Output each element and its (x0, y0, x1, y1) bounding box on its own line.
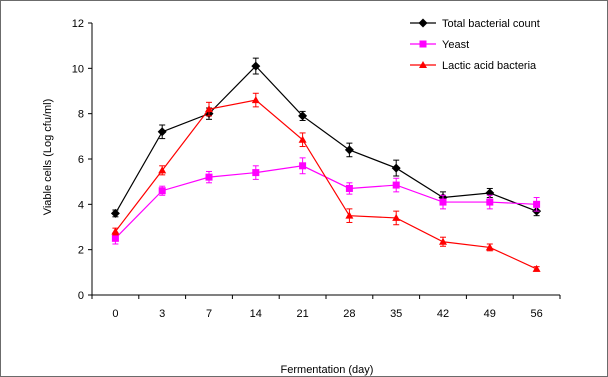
data-point (392, 213, 401, 221)
data-point (205, 173, 213, 181)
data-point (392, 181, 400, 189)
axes: 0 2 4 6 8 10 12 0 3 7 14 21 28 35 42 49 56 (72, 18, 561, 320)
y-tick-label: 8 (78, 109, 84, 121)
data-point (111, 234, 119, 242)
x-axis-label: Fermentation (day) (281, 364, 374, 376)
data-point (252, 169, 260, 177)
y-tick-label: 2 (78, 245, 84, 257)
data-point (158, 166, 167, 174)
series-layer (110, 57, 542, 272)
x-tick-label: 21 (296, 308, 308, 320)
y-tick-label: 12 (72, 18, 84, 30)
data-point (110, 208, 120, 218)
data-point (205, 105, 213, 113)
x-tick-label: 42 (437, 308, 449, 320)
data-point (439, 198, 447, 206)
x-tick-label: 7 (206, 308, 212, 320)
legend-label: Lactic acid bacteria (442, 60, 537, 72)
data-point (251, 96, 260, 104)
data-point (345, 184, 353, 192)
data-point (157, 127, 167, 137)
data-point (439, 237, 447, 245)
data-point (158, 187, 166, 195)
legend-entry: Lactic acid bacteria (410, 60, 537, 72)
legend-swatch-marker (418, 18, 428, 28)
series-line (114, 65, 537, 214)
x-tick-label: 14 (250, 308, 262, 320)
series-square (111, 157, 541, 245)
x-tick-label: 3 (159, 308, 165, 320)
data-point (345, 211, 354, 219)
legend-entry: Yeast (410, 39, 469, 51)
data-point (344, 145, 354, 155)
data-point (111, 227, 120, 235)
data-point (391, 163, 401, 173)
data-point (533, 200, 541, 208)
y-tick-label: 6 (78, 154, 84, 166)
legend-label: Total bacterial count (442, 18, 540, 30)
y-tick-label: 0 (78, 290, 84, 302)
x-tick-label: 49 (484, 308, 496, 320)
data-point (298, 135, 307, 143)
series-line (114, 99, 537, 270)
legend-label: Yeast (442, 39, 469, 51)
series-diamond (110, 57, 542, 218)
legend-swatch-marker (419, 61, 427, 68)
y-tick-label: 10 (72, 63, 84, 75)
x-tick-label: 0 (112, 308, 118, 320)
data-point (299, 162, 307, 170)
y-tick-label: 4 (78, 199, 84, 211)
data-point (298, 111, 308, 121)
y-axis-label: Viable cells (Log cfu/ml) (42, 99, 54, 216)
legend-entry: Total bacterial count (410, 18, 540, 30)
x-tick-label: 56 (530, 308, 542, 320)
x-tick-label: 28 (343, 308, 355, 320)
series-triangle (111, 92, 541, 272)
data-point (251, 61, 261, 71)
data-point (485, 243, 494, 251)
data-point (486, 198, 494, 206)
x-tick-label: 35 (390, 308, 402, 320)
legend: Total bacterial count Yeast Lactic acid ba… (410, 18, 540, 72)
data-point (532, 264, 541, 272)
legend-swatch-marker (419, 40, 427, 48)
